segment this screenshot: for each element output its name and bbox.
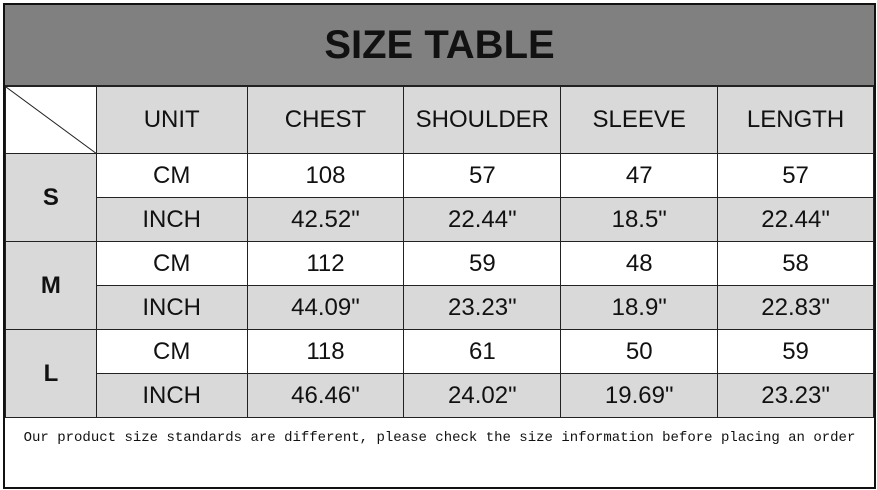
corner-cell bbox=[5, 86, 97, 154]
value-cell: 22.44" bbox=[403, 197, 562, 242]
size-label: M bbox=[5, 241, 97, 330]
size-label: L bbox=[5, 329, 97, 418]
value-cell: 47 bbox=[560, 153, 719, 198]
header-row: UNIT CHEST SHOULDER SLEEVE LENGTH bbox=[5, 86, 874, 154]
value-cell: 19.69" bbox=[560, 373, 719, 418]
value-cell: 61 bbox=[403, 329, 562, 374]
value-cell: 48 bbox=[560, 241, 719, 286]
table-row-m-inch: INCH 44.09" 23.23" 18.9" 22.83" bbox=[6, 285, 874, 330]
value-cell: 50 bbox=[560, 329, 719, 374]
value-cell: 59 bbox=[717, 329, 874, 374]
table-title: SIZE TABLE bbox=[5, 5, 874, 86]
value-cell: 44.09" bbox=[246, 285, 405, 330]
header-shoulder: SHOULDER bbox=[403, 86, 562, 154]
value-cell: 46.46" bbox=[246, 373, 405, 418]
header-chest: CHEST bbox=[246, 86, 405, 154]
value-cell: 24.02" bbox=[403, 373, 562, 418]
value-cell: 57 bbox=[403, 153, 562, 198]
value-cell: 23.23" bbox=[717, 373, 874, 418]
value-cell: 18.9" bbox=[560, 285, 719, 330]
header-sleeve: SLEEVE bbox=[560, 86, 719, 154]
diagonal-line bbox=[6, 87, 97, 154]
unit-cell: INCH bbox=[95, 197, 248, 242]
value-cell: 22.83" bbox=[717, 285, 874, 330]
size-table: UNIT CHEST SHOULDER SLEEVE LENGTH S CM 108… bbox=[5, 86, 874, 418]
header-length: LENGTH bbox=[717, 86, 874, 154]
size-label: S bbox=[5, 153, 97, 242]
value-cell: 118 bbox=[246, 329, 405, 374]
table-row-l-cm: L CM 118 61 50 59 bbox=[5, 329, 874, 418]
value-cell: 58 bbox=[717, 241, 874, 286]
size-note: Our product size standards are different… bbox=[23, 430, 856, 446]
unit-cell: CM bbox=[95, 153, 248, 198]
value-cell: 42.52" bbox=[246, 197, 405, 242]
table-row-m-cm: M CM 112 59 48 58 bbox=[5, 241, 874, 330]
table-row-s-inch: INCH 42.52" 22.44" 18.5" 22.44" bbox=[6, 197, 874, 242]
unit-cell: CM bbox=[95, 241, 248, 286]
value-cell: 57 bbox=[717, 153, 874, 198]
table-row-l-inch: INCH 46.46" 24.02" 19.69" 23.23" bbox=[6, 373, 874, 418]
header-unit: UNIT bbox=[95, 86, 248, 154]
value-cell: 18.5" bbox=[560, 197, 719, 242]
value-cell: 108 bbox=[246, 153, 405, 198]
value-cell: 59 bbox=[403, 241, 562, 286]
value-cell: 112 bbox=[246, 241, 405, 286]
size-table-frame: SIZE TABLE UNIT CHEST SHOULDER SLEEVE LE… bbox=[3, 3, 876, 489]
value-cell: 23.23" bbox=[403, 285, 562, 330]
unit-cell: INCH bbox=[95, 373, 248, 418]
value-cell: 22.44" bbox=[717, 197, 874, 242]
table-row-s-cm: S CM 108 57 47 57 bbox=[5, 153, 874, 242]
unit-cell: INCH bbox=[95, 285, 248, 330]
unit-cell: CM bbox=[95, 329, 248, 374]
